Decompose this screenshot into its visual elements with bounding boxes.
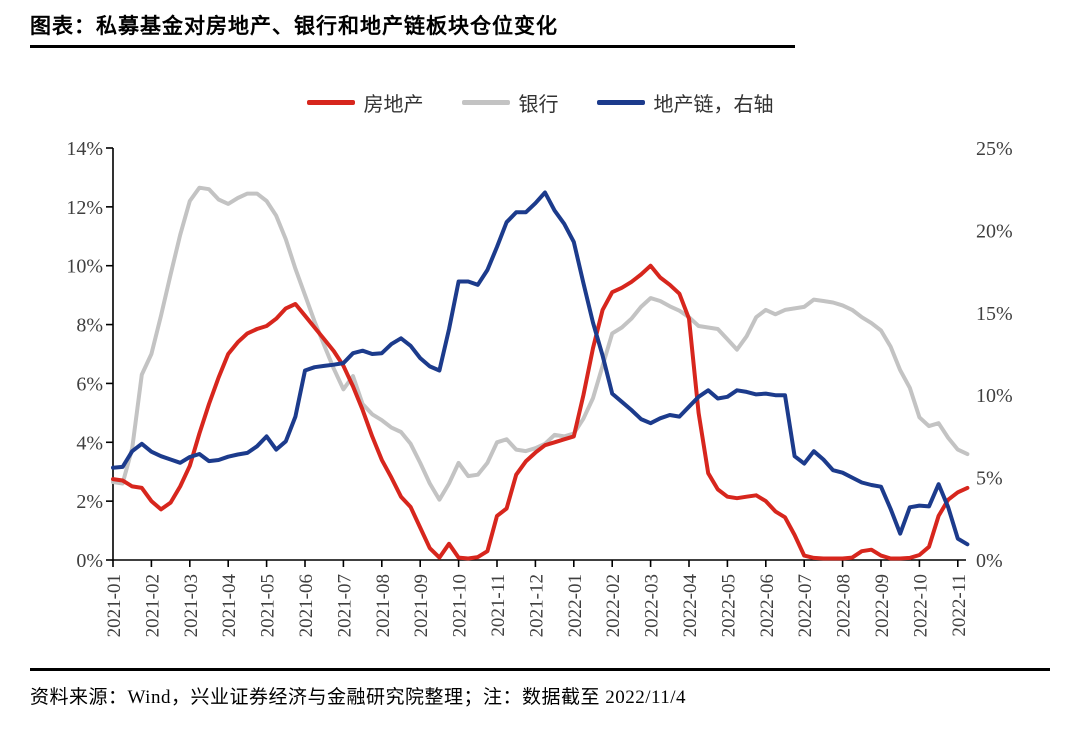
x-axis-label: 2022-06 — [757, 574, 778, 637]
x-axis-label: 2021-06 — [296, 574, 317, 637]
x-axis-label: 2022-05 — [718, 574, 739, 637]
legend-swatch-bank-icon — [461, 100, 510, 105]
left-axis-label: 4% — [76, 432, 103, 454]
x-axis-label: 2022-03 — [642, 574, 663, 637]
x-axis-label: 2021-08 — [373, 574, 394, 637]
line-chart: 14%12%10%8%6%4%2%0%25%20%15%10%5%0%2021-… — [66, 138, 1013, 638]
chart-legend: 房地产 银行 地产链，右轴 — [0, 88, 1080, 117]
legend-label-real-estate: 房地产 — [363, 94, 424, 116]
legend-item-bank: 银行 — [461, 88, 559, 117]
right-axis-label: 10% — [976, 385, 1013, 407]
right-axis-label: 15% — [976, 303, 1013, 325]
title-underline — [30, 45, 795, 48]
x-axis-label: 2021-12 — [526, 574, 547, 637]
x-axis-label: 2021-01 — [104, 574, 125, 637]
x-axis-label: 2021-11 — [488, 574, 509, 637]
x-axis-label: 2022-11 — [949, 574, 970, 637]
x-axis-label: 2021-10 — [450, 574, 471, 637]
x-axis-label: 2021-02 — [142, 574, 163, 637]
left-axis-label: 6% — [76, 373, 103, 395]
series-line-property-chain — [111, 190, 970, 547]
left-axis-label: 2% — [76, 491, 103, 513]
x-axis-label: 2021-09 — [411, 574, 432, 637]
series-line-bank — [111, 185, 970, 502]
left-axis-label: 14% — [66, 138, 103, 160]
legend-item-property-chain: 地产链，右轴 — [596, 88, 774, 117]
x-axis-label: 2021-07 — [334, 574, 355, 637]
left-axis-label: 0% — [76, 550, 103, 572]
x-axis-label: 2022-09 — [872, 574, 893, 637]
legend-swatch-property-chain-icon — [596, 100, 645, 105]
series-line-real-estate — [111, 263, 970, 561]
x-axis-label: 2021-04 — [219, 574, 240, 638]
x-axis-label: 2022-10 — [910, 574, 931, 637]
x-axis-label: 2021-05 — [258, 574, 279, 637]
left-axis-label: 10% — [66, 256, 103, 278]
left-axis-label: 8% — [76, 315, 103, 337]
right-axis-label: 0% — [976, 550, 1003, 572]
source-note: 资料来源：Wind，兴业证券经济与金融研究院整理；注：数据截至 2022/11/… — [30, 687, 687, 708]
right-axis-label: 25% — [976, 138, 1013, 160]
legend-swatch-real-estate-icon — [306, 100, 355, 105]
x-axis-label: 2021-03 — [181, 574, 202, 637]
x-axis-label: 2022-01 — [565, 574, 586, 637]
right-axis-label: 20% — [976, 220, 1013, 242]
x-axis-label: 2022-08 — [834, 574, 855, 637]
left-axis-label: 12% — [66, 197, 103, 219]
axis-frame — [112, 148, 966, 561]
legend-label-bank: 银行 — [518, 94, 559, 116]
legend-label-property-chain: 地产链，右轴 — [653, 94, 774, 116]
x-axis-label: 2022-04 — [680, 574, 701, 638]
x-axis-label: 2022-02 — [603, 574, 624, 637]
x-axis-label: 2022-07 — [795, 574, 816, 637]
right-axis-label: 5% — [976, 468, 1003, 490]
footer-rule — [30, 668, 1050, 671]
page-title: 图表：私募基金对房地产、银行和地产链板块仓位变化 — [30, 14, 558, 38]
legend-item-real-estate: 房地产 — [306, 88, 424, 117]
